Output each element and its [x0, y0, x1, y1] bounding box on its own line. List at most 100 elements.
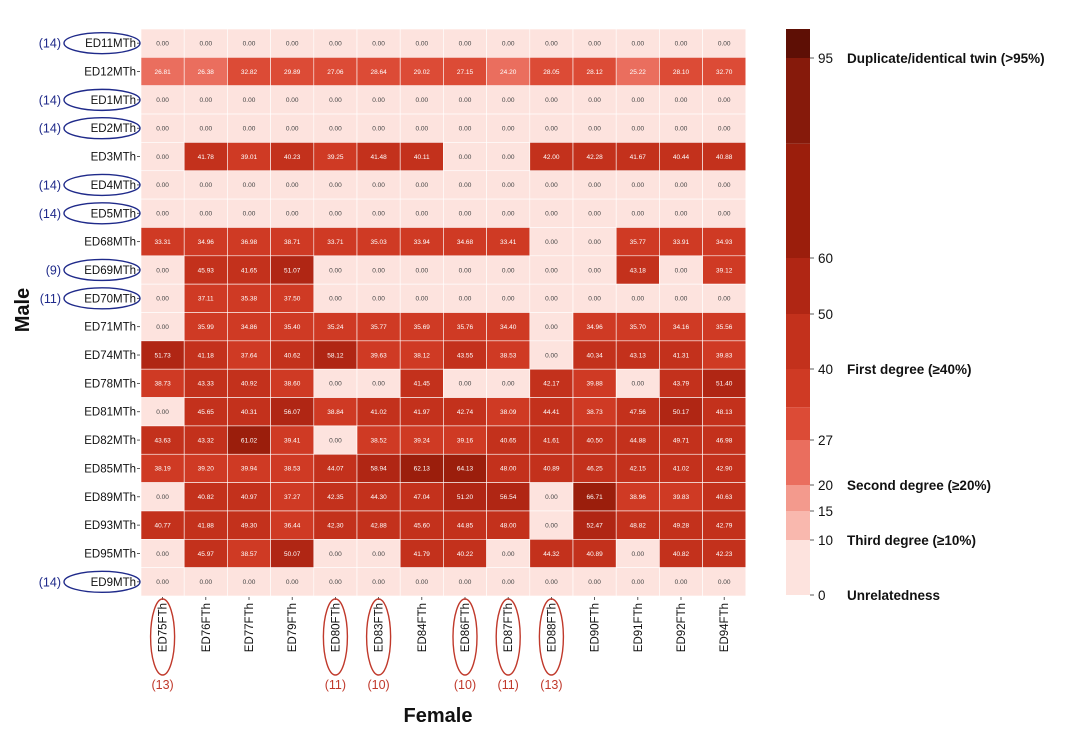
heatmap-cell [183, 283, 228, 313]
cell-value: 35.69 [414, 324, 431, 331]
cell-value: 42.00 [543, 154, 560, 161]
cell-value: 44.88 [630, 437, 647, 444]
heatmap-cell [529, 425, 574, 455]
cell-value: 0.00 [243, 579, 256, 586]
heatmap-cell [183, 227, 228, 257]
cell-value: 0.00 [502, 551, 515, 558]
heatmap-cell [572, 57, 617, 86]
cell-value: 0.00 [718, 182, 731, 189]
heatmap-cell [227, 113, 271, 143]
cell-value: 39.41 [284, 437, 301, 444]
cell-value: 49.28 [673, 522, 690, 529]
cell-value: 43.79 [673, 381, 690, 388]
heatmap-cell [313, 397, 358, 427]
cell-value: 0.00 [545, 211, 558, 218]
col-highlight-ellipse [495, 598, 521, 676]
cell-value: 48.00 [500, 522, 517, 529]
heatmap-cell [486, 567, 531, 597]
cell-value: 0.00 [415, 579, 428, 586]
heatmap-cell [313, 482, 358, 512]
heatmap-cell [486, 368, 531, 398]
cell-value: 0.00 [545, 522, 558, 529]
cell-value: 0.00 [156, 154, 169, 161]
col-label: ED91FTh [633, 603, 645, 652]
heatmap-cell [486, 453, 531, 483]
colorbar-band [786, 511, 810, 540]
cell-value: 0.00 [286, 182, 299, 189]
cell-value: 0.00 [156, 324, 169, 331]
cell-value: 0.00 [545, 296, 558, 303]
heatmap-cell [399, 368, 444, 398]
cell-value: 0.00 [545, 40, 558, 47]
row-label: ED9MTh [91, 577, 136, 589]
colorbar-category-label: Duplicate/identical twin (>95%) [847, 51, 1045, 66]
cell-value: 48.13 [716, 409, 733, 416]
cell-value: 39.01 [241, 154, 258, 161]
heatmap-cell [356, 397, 401, 427]
row-label: ED71MTh [84, 322, 136, 334]
cell-value: 40.65 [500, 437, 517, 444]
heatmap-cell [702, 85, 747, 115]
cell-value: 0.00 [243, 126, 256, 133]
heatmap-cell [443, 567, 487, 597]
heatmap-cell [356, 28, 401, 58]
cell-value: 51.40 [716, 381, 733, 388]
cell-value: 33.41 [500, 239, 517, 246]
cell-value: 40.23 [284, 154, 301, 161]
heatmap-cell [659, 453, 703, 483]
heatmap-cell [615, 198, 660, 228]
cell-value: 0.00 [631, 579, 644, 586]
row-label: ED89MTh [84, 492, 136, 504]
heatmap-cell [140, 567, 185, 597]
cell-value: 40.44 [673, 154, 690, 161]
cell-value: 0.00 [718, 40, 731, 47]
heatmap-cell [443, 255, 487, 285]
cell-value: 0.00 [459, 296, 472, 303]
col-highlight-ellipse [149, 598, 176, 676]
heatmap-cell [140, 510, 185, 540]
heatmap-cell [659, 397, 703, 427]
heatmap-cell [615, 283, 660, 313]
cell-value: 0.00 [156, 296, 169, 303]
cell-value: 0.00 [631, 126, 644, 133]
cell-value: 0.00 [675, 97, 688, 104]
colorbar-band [786, 407, 810, 440]
heatmap-cell [572, 368, 617, 398]
heatmap-cell [443, 482, 487, 512]
cell-value: 0.00 [372, 381, 385, 388]
cell-value: 0.00 [415, 296, 428, 303]
cell-value: 0.00 [545, 267, 558, 274]
cell-value: 0.00 [286, 579, 299, 586]
cell-value: 51.20 [457, 494, 474, 501]
cell-value: 0.00 [156, 40, 169, 47]
cell-value: 25.22 [630, 69, 647, 76]
heatmap-cell [399, 453, 444, 483]
heatmap-cell [702, 397, 747, 427]
cell-value: 0.00 [243, 40, 256, 47]
cell-value: 33.31 [154, 239, 171, 246]
heatmap-cell [270, 482, 315, 512]
heatmap-cell [702, 142, 747, 172]
cell-value: 0.00 [286, 97, 299, 104]
heatmap-cell [356, 567, 401, 597]
cell-value: 0.00 [502, 211, 515, 218]
cell-value: 40.34 [586, 352, 603, 359]
cell-value: 35.77 [370, 324, 387, 331]
cell-value: 0.00 [545, 97, 558, 104]
row-count: (14) [39, 93, 61, 107]
cell-value: 0.00 [156, 97, 169, 104]
cell-value: 0.00 [631, 296, 644, 303]
heatmap-cell [572, 198, 617, 228]
heatmap-cell [270, 227, 315, 257]
cell-value: 40.89 [543, 466, 560, 473]
row-label: ED3MTh [91, 152, 136, 164]
cell-value: 51.07 [284, 267, 301, 274]
cell-value: 0.00 [372, 126, 385, 133]
cell-value: 0.00 [675, 182, 688, 189]
cell-value: 50.07 [284, 551, 301, 558]
cell-value: 33.91 [673, 239, 690, 246]
cell-value: 0.00 [502, 267, 515, 274]
heatmap-cell [443, 453, 487, 483]
cell-value: 0.00 [329, 551, 342, 558]
cell-value: 42.90 [716, 466, 733, 473]
